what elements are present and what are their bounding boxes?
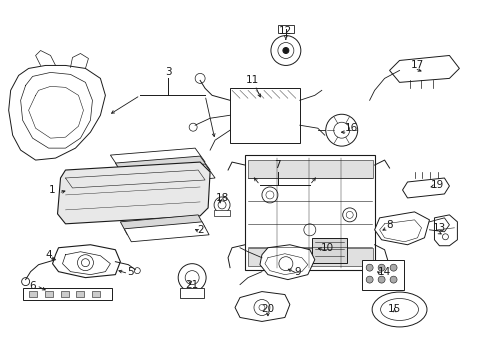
- Circle shape: [389, 276, 396, 283]
- Bar: [22, 288, 112, 300]
- Polygon shape: [120, 215, 204, 235]
- Text: 14: 14: [377, 267, 390, 276]
- Circle shape: [366, 264, 372, 271]
- Text: 8: 8: [386, 220, 392, 230]
- Bar: [92, 291, 100, 297]
- Circle shape: [185, 271, 199, 285]
- Polygon shape: [120, 164, 215, 186]
- Text: 15: 15: [387, 305, 400, 315]
- Circle shape: [178, 264, 205, 292]
- Bar: [277, 24, 293, 32]
- Text: 9: 9: [294, 267, 301, 276]
- Circle shape: [21, 278, 30, 285]
- Bar: [229, 88, 299, 143]
- Ellipse shape: [371, 292, 426, 327]
- Circle shape: [134, 268, 140, 274]
- Text: 5: 5: [127, 267, 133, 276]
- Polygon shape: [115, 156, 210, 178]
- Circle shape: [218, 201, 225, 209]
- Bar: [247, 248, 372, 266]
- Circle shape: [81, 259, 89, 267]
- Bar: [29, 291, 37, 297]
- Text: 12: 12: [279, 26, 292, 36]
- Circle shape: [283, 48, 288, 54]
- Text: 11: 11: [245, 75, 258, 85]
- Polygon shape: [110, 148, 204, 170]
- Bar: [244, 155, 374, 270]
- Text: 21: 21: [185, 280, 198, 289]
- Text: 2: 2: [196, 225, 203, 235]
- Bar: [361, 260, 403, 289]
- Text: 1: 1: [49, 185, 56, 195]
- Circle shape: [265, 191, 273, 199]
- Text: 10: 10: [321, 243, 334, 253]
- Polygon shape: [260, 245, 314, 280]
- Circle shape: [333, 122, 349, 138]
- Text: 18: 18: [215, 193, 228, 203]
- Text: 16: 16: [345, 123, 358, 133]
- Circle shape: [270, 36, 300, 66]
- Circle shape: [366, 276, 372, 283]
- Bar: [214, 210, 229, 216]
- Text: 19: 19: [430, 180, 443, 190]
- Bar: [180, 288, 203, 298]
- Circle shape: [389, 264, 396, 271]
- Polygon shape: [433, 215, 456, 246]
- Polygon shape: [52, 245, 120, 278]
- Text: 20: 20: [261, 305, 274, 315]
- Polygon shape: [374, 212, 428, 245]
- Circle shape: [342, 208, 356, 222]
- Polygon shape: [124, 222, 209, 242]
- Circle shape: [278, 257, 292, 271]
- Text: 6: 6: [29, 280, 36, 291]
- Bar: [311, 238, 346, 263]
- Text: 13: 13: [432, 223, 445, 233]
- Circle shape: [189, 123, 197, 131]
- Bar: [76, 291, 84, 297]
- Circle shape: [77, 255, 93, 271]
- Bar: [61, 291, 68, 297]
- Circle shape: [377, 264, 385, 271]
- Polygon shape: [402, 178, 448, 198]
- Bar: [44, 291, 52, 297]
- Circle shape: [262, 187, 277, 203]
- Text: 4: 4: [45, 250, 52, 260]
- Circle shape: [325, 114, 357, 146]
- Circle shape: [253, 300, 269, 315]
- Circle shape: [259, 305, 264, 310]
- Polygon shape: [9, 66, 105, 160]
- Bar: [247, 160, 372, 178]
- Text: 3: 3: [164, 67, 171, 77]
- Circle shape: [377, 276, 385, 283]
- Circle shape: [277, 42, 293, 58]
- Circle shape: [442, 234, 447, 240]
- Text: 17: 17: [410, 60, 423, 71]
- Circle shape: [195, 73, 204, 84]
- Polygon shape: [58, 162, 210, 224]
- Polygon shape: [235, 292, 289, 321]
- Circle shape: [214, 197, 229, 213]
- Circle shape: [346, 211, 352, 219]
- Text: 7: 7: [274, 160, 281, 170]
- Polygon shape: [389, 55, 458, 82]
- Circle shape: [303, 224, 315, 236]
